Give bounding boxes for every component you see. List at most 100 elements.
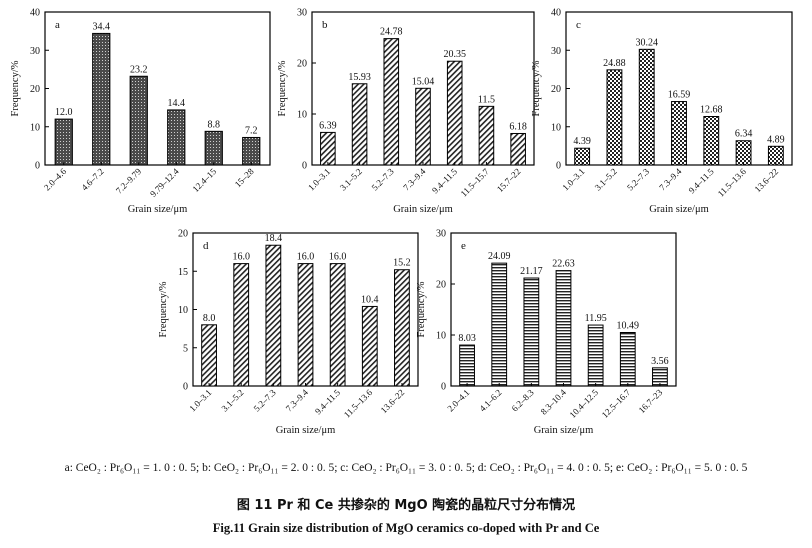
bar-value-label: 11.5 — [478, 94, 495, 105]
bar — [54, 118, 73, 166]
bar — [735, 140, 752, 166]
y-tick-label: 10 — [551, 122, 561, 133]
bar-value-label: 15.93 — [348, 72, 371, 83]
bar — [320, 131, 336, 166]
x-tick-label: 7.3–9.4 — [401, 166, 428, 193]
bar — [638, 48, 655, 166]
x-tick-label: 13.6–22 — [753, 166, 781, 194]
x-tick-label: 12.5–16.7 — [600, 387, 633, 420]
x-tick-label: 11.5–13.6 — [716, 166, 749, 199]
x-tick-label: 5.2–7.3 — [370, 166, 397, 193]
y-axis-label: Frequency/% — [277, 60, 288, 116]
bar — [523, 277, 540, 387]
x-tick-label: 9.4–11.5 — [313, 387, 342, 416]
bar-value-label: 20.35 — [443, 49, 466, 60]
y-tick-label: 0 — [556, 161, 561, 172]
x-tick-label: 3.1–5.2 — [593, 166, 619, 192]
x-tick-label: 4.6–7.2 — [80, 166, 106, 192]
bar-value-label: 16.0 — [297, 252, 315, 263]
bar-value-label: 24.88 — [603, 58, 626, 69]
bar — [606, 69, 623, 166]
bar — [383, 38, 400, 166]
y-tick-label: 10 — [436, 331, 446, 342]
bar — [361, 305, 378, 387]
y-tick-label: 40 — [30, 8, 40, 19]
bar — [510, 132, 526, 166]
chart-panel-d: 0 5 10 15 20 d 8.0 1.0–3.1 16.0 3.1–5.2 18.4 5.2–7.… — [158, 229, 419, 436]
bar — [297, 263, 314, 387]
x-tick-label: 2.0–4.6 — [42, 166, 69, 193]
bar — [446, 60, 463, 166]
y-tick-label: 30 — [436, 229, 446, 240]
x-tick-label: 5.2–7.3 — [625, 166, 652, 193]
bar-value-label: 15.04 — [412, 76, 435, 87]
chart-panel-e: 0 10 20 30 e 8.03 2.0–4.1 24.09 4.1–6.2 21.17 6.2–… — [416, 229, 677, 436]
x-axis-label: Grain size/μm — [128, 204, 188, 215]
bar-value-label: 16.0 — [232, 252, 250, 263]
x-axis-label: Grain size/μm — [393, 204, 453, 215]
figure-caption-english: Fig.11 Grain size distribution of MgO ce… — [212, 521, 600, 535]
bar-value-label: 6.39 — [319, 120, 337, 131]
x-tick-label: 10.4–12.5 — [568, 387, 601, 420]
y-tick-label: 30 — [551, 46, 561, 57]
y-tick-label: 0 — [302, 161, 307, 172]
bar-value-label: 24.09 — [488, 251, 511, 262]
x-tick-label: 1.0–3.1 — [306, 166, 332, 192]
bar-value-label: 16.59 — [668, 90, 691, 101]
y-tick-label: 0 — [35, 161, 40, 172]
x-tick-label: 16.7–23 — [637, 387, 665, 415]
x-axis-label: Grain size/μm — [534, 425, 594, 436]
composition-legend-note: a: CeO₂ : Pr₆O₁₁ = 1. 0 : 0. 5; b: CeO₂ … — [64, 462, 748, 474]
bar — [459, 344, 475, 387]
plot-frame — [44, 11, 271, 166]
bar — [204, 130, 223, 166]
bar — [394, 269, 410, 387]
bar — [265, 244, 282, 387]
x-tick-label: 15–28 — [233, 166, 256, 189]
x-tick-label: 8.3–10.4 — [539, 387, 569, 417]
bar-value-label: 4.39 — [573, 136, 591, 147]
bar — [129, 75, 148, 166]
y-tick-label: 10 — [178, 305, 188, 316]
chart-panel-a: 0 10 20 30 40 a 12.0 2.0–4.6 34.4 4.6–7.2 23.2 7.2–… — [10, 8, 271, 215]
bar-value-label: 8.03 — [458, 333, 476, 344]
chart-panel-b: 0 10 20 30 b 6.39 1.0–3.1 15.93 3.1–5.2 24.78 5.2–… — [277, 8, 535, 215]
y-tick-label: 20 — [178, 229, 188, 240]
x-tick-label: 2.0–4.1 — [445, 387, 471, 413]
y-tick-label: 20 — [297, 59, 307, 70]
x-axis-label: Grain size/μm — [649, 204, 709, 215]
bar — [491, 262, 508, 387]
panel-label: e — [461, 240, 466, 252]
bar-value-label: 18.4 — [265, 233, 283, 244]
y-tick-label: 20 — [30, 84, 40, 95]
bar-value-label: 10.49 — [617, 321, 640, 332]
bar-value-label: 12.68 — [700, 104, 723, 115]
bar-value-label: 10.4 — [361, 294, 379, 305]
x-tick-label: 7.3–9.4 — [657, 166, 684, 193]
bar — [703, 115, 720, 166]
x-tick-label: 11.5–15.7 — [459, 166, 492, 199]
y-tick-label: 0 — [441, 382, 446, 393]
bar-value-label: 22.63 — [552, 259, 575, 270]
x-tick-label: 1.0–3.1 — [187, 387, 213, 413]
y-tick-label: 20 — [551, 84, 561, 95]
x-tick-label: 15.7–22 — [495, 166, 523, 194]
bar — [587, 324, 604, 387]
y-tick-label: 10 — [30, 122, 40, 133]
y-axis-label: Frequency/% — [416, 281, 427, 337]
y-axis-label: Frequency/% — [531, 60, 542, 116]
bar-value-label: 6.18 — [509, 121, 527, 132]
x-tick-label: 9.4–11.5 — [687, 166, 716, 195]
panel-label: d — [203, 240, 209, 252]
x-tick-label: 9.79–12.4 — [148, 166, 181, 199]
y-tick-label: 40 — [551, 8, 561, 19]
bar-value-label: 8.0 — [203, 313, 216, 324]
bar — [233, 263, 250, 387]
bar-value-label: 7.2 — [245, 125, 258, 136]
bar-value-label: 8.8 — [208, 119, 221, 130]
x-tick-label: 3.1–5.2 — [219, 387, 245, 413]
panel-label: a — [55, 19, 60, 31]
bar-value-label: 3.56 — [651, 356, 669, 367]
y-tick-label: 20 — [436, 280, 446, 291]
bar-value-label: 24.78 — [380, 27, 403, 38]
